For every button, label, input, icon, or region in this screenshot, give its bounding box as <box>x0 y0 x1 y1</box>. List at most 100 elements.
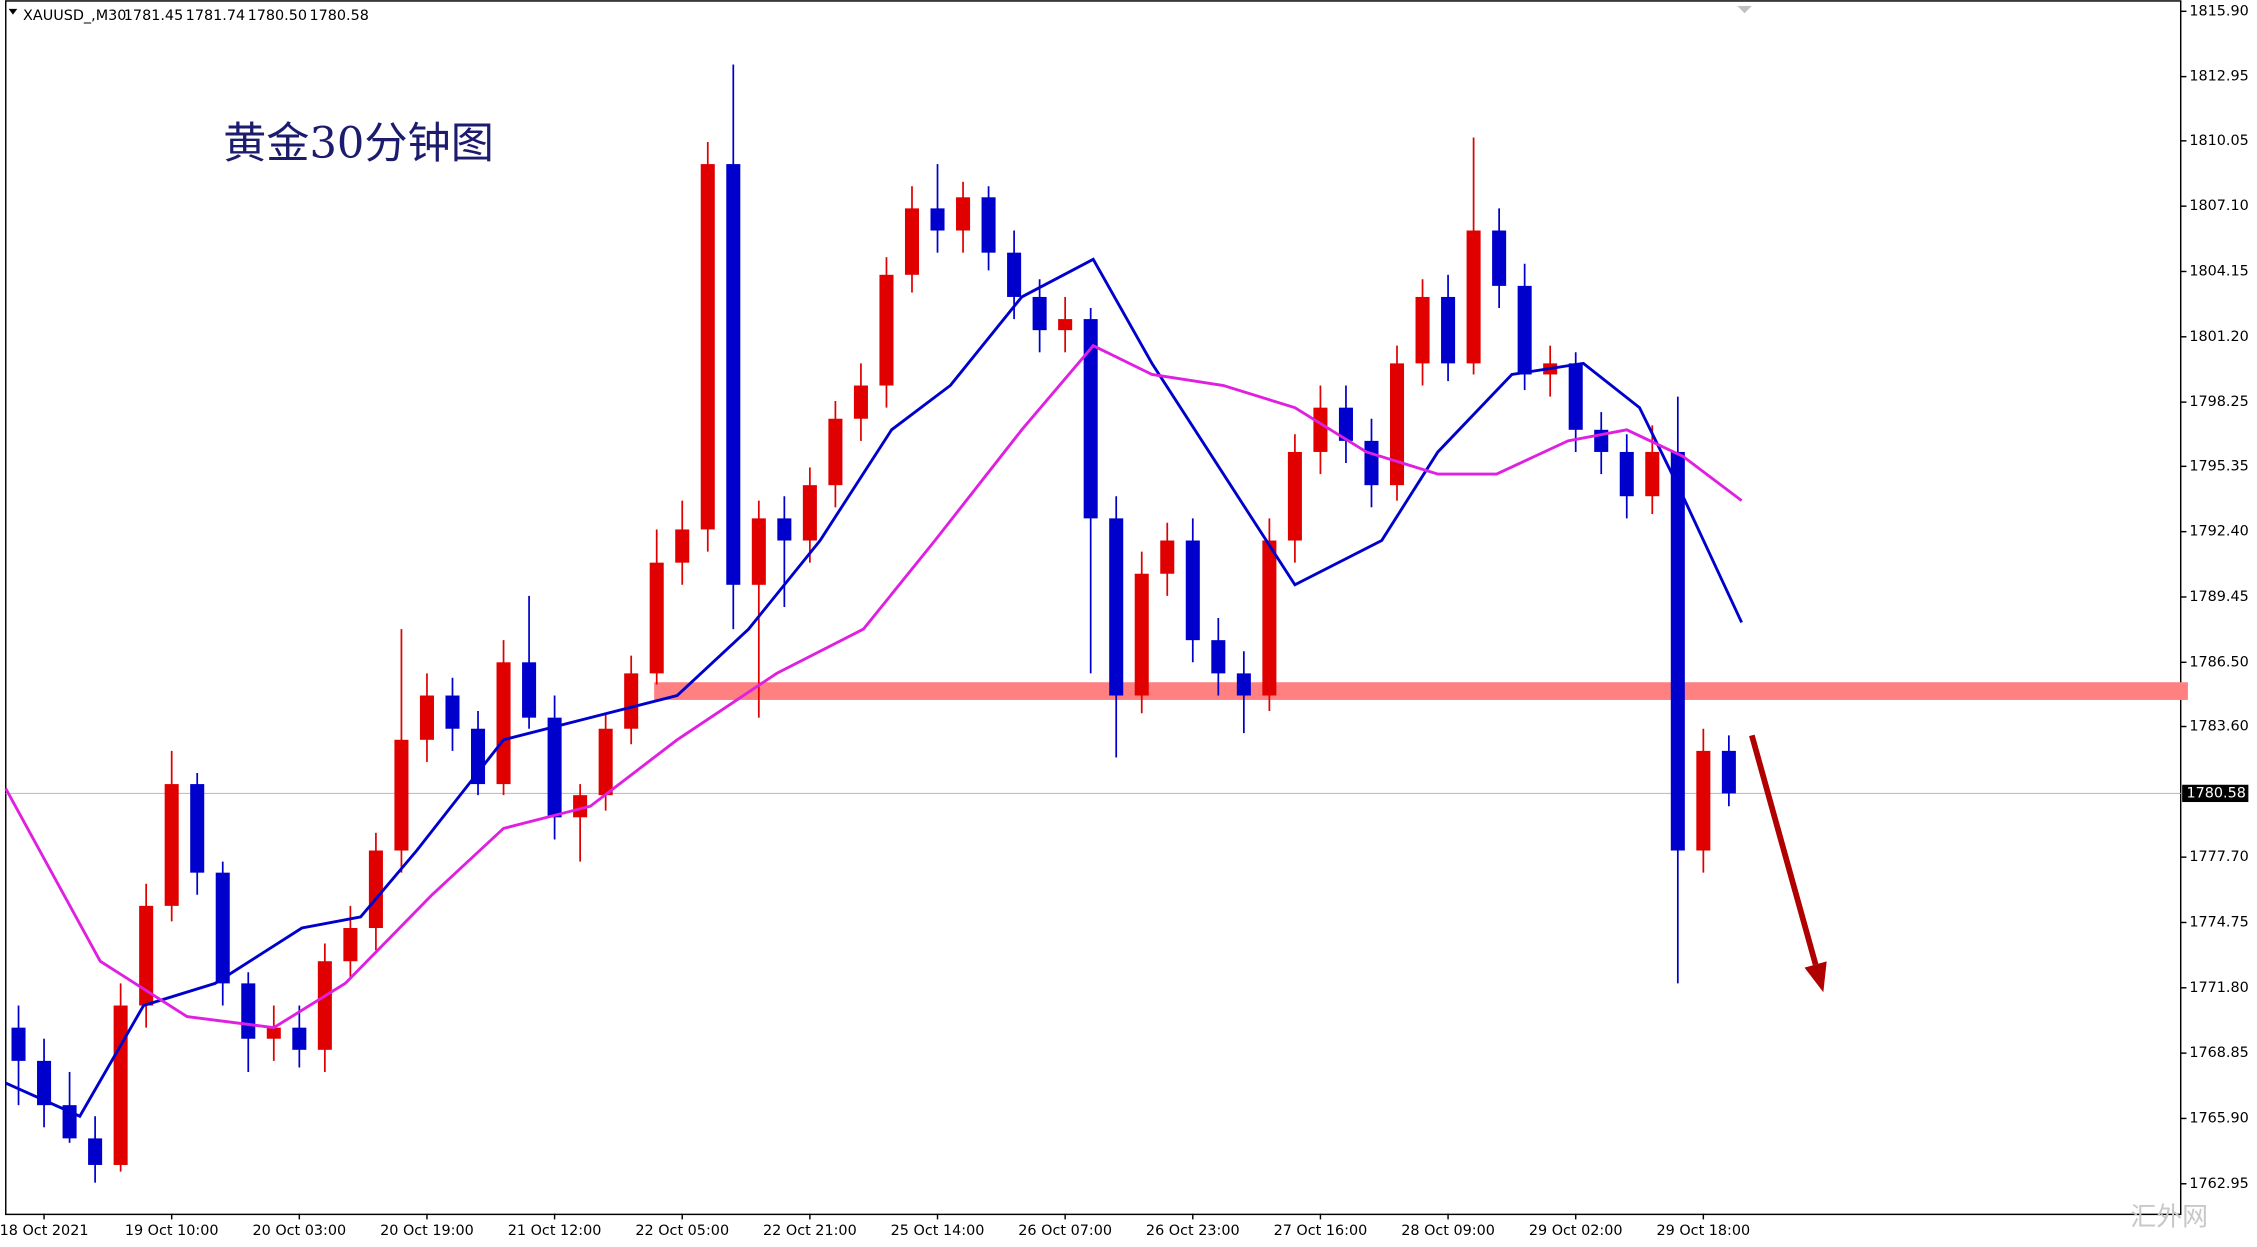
candle-body <box>139 905 154 1006</box>
candle-body <box>649 562 664 674</box>
candle-body <box>1364 440 1379 486</box>
candle-body <box>726 164 741 585</box>
x-tick-label: 18 Oct 2021 <box>0 1223 88 1239</box>
candle-body <box>1568 363 1583 430</box>
candle-body <box>266 1027 281 1039</box>
y-tick-label: 1783.60 <box>2189 719 2248 735</box>
x-tick-label: 26 Oct 23:00 <box>1146 1223 1240 1239</box>
candle-body <box>1696 750 1711 851</box>
candle-body <box>215 872 230 984</box>
candle-body <box>190 784 205 873</box>
x-tick-label: 22 Oct 21:00 <box>763 1223 857 1239</box>
symbol: XAUUSD_,M30 <box>23 8 126 24</box>
y-tick-label: 1801.20 <box>2189 329 2248 345</box>
x-tick-label: 25 Oct 14:00 <box>891 1223 985 1239</box>
x-tick-label: 27 Oct 16:00 <box>1274 1223 1368 1239</box>
candle-body <box>1032 296 1047 331</box>
candle-body <box>675 529 690 563</box>
ohlc-high: 1781.74 <box>186 8 245 24</box>
candle-body <box>956 197 971 231</box>
price-tag <box>2182 784 2249 803</box>
candle-body <box>343 928 358 962</box>
candle-body <box>904 208 920 275</box>
x-tick-label: 20 Oct 19:00 <box>380 1223 474 1239</box>
x-tick-label: 22 Oct 05:00 <box>635 1223 729 1239</box>
candle-body <box>368 850 383 929</box>
arrow-shaft <box>1749 734 1819 966</box>
candle-body <box>1058 319 1073 331</box>
candle-body <box>547 717 562 818</box>
candle-body <box>1415 296 1430 364</box>
candle-body <box>470 728 486 785</box>
candle-body <box>522 662 537 718</box>
scroll-marker <box>1737 5 1752 14</box>
y-tick-label: 1792.40 <box>2189 524 2248 540</box>
candle-body <box>751 518 766 585</box>
y-tick-label: 1762.95 <box>2189 1176 2248 1192</box>
candle-body <box>879 274 894 386</box>
candle-body <box>1441 296 1456 364</box>
candle-body <box>1619 451 1634 497</box>
candle-body <box>802 485 817 541</box>
x-tick-label: 19 Oct 10:00 <box>125 1223 219 1239</box>
candle-body <box>853 385 868 419</box>
candle-body <box>1313 407 1328 452</box>
x-tick-label: 21 Oct 12:00 <box>508 1223 602 1239</box>
y-tick-label: 1777.70 <box>2189 849 2248 865</box>
ohlc-close: 1780.58 <box>309 8 368 24</box>
candle-body <box>1670 451 1685 851</box>
chart-title: 黄金30分钟图 <box>223 119 494 169</box>
candle-body <box>241 983 256 1039</box>
candle-body <box>445 695 460 729</box>
x-tick-label: 20 Oct 03:00 <box>252 1223 346 1239</box>
candle-body <box>573 795 588 818</box>
candle-body <box>598 728 613 796</box>
candle-body <box>1211 640 1226 674</box>
x-tick-label: 29 Oct 18:00 <box>1656 1223 1750 1239</box>
candle-body <box>1466 230 1481 364</box>
candle-body <box>164 784 179 906</box>
y-tick-label: 1774.75 <box>2189 914 2248 930</box>
arrow-head <box>1804 961 1827 993</box>
candle-body <box>1492 230 1507 286</box>
candle-body <box>1338 407 1353 441</box>
candle-body <box>1109 518 1124 696</box>
candle-body <box>113 1005 128 1165</box>
candle-body <box>1262 540 1277 696</box>
candle-body <box>1236 673 1251 696</box>
candle-body <box>496 662 511 785</box>
moving-average <box>5 257 1743 1119</box>
price-tag-label: 1780.58 <box>2186 785 2245 801</box>
watermark: 汇外网 <box>2130 1202 2208 1232</box>
candle-body <box>1083 319 1098 519</box>
candle-body <box>1160 540 1175 574</box>
x-tick-label: 28 Oct 09:00 <box>1401 1223 1495 1239</box>
candle-body <box>419 695 434 740</box>
x-tick-label: 26 Oct 07:00 <box>1018 1223 1112 1239</box>
y-tick-label: 1765.90 <box>2189 1110 2248 1126</box>
candle-body <box>930 208 945 231</box>
candle-body <box>700 164 715 530</box>
candle-body <box>1517 285 1532 375</box>
candle-body <box>1645 451 1660 497</box>
y-tick-label: 1815.90 <box>2189 3 2248 19</box>
candle-body <box>1185 540 1200 641</box>
y-tick-label: 1810.05 <box>2189 133 2248 149</box>
x-tick-label: 29 Oct 02:00 <box>1529 1223 1623 1239</box>
y-tick-label: 1812.95 <box>2189 69 2248 85</box>
y-tick-label: 1789.45 <box>2189 589 2248 605</box>
ohlc-open: 1781.45 <box>124 8 183 24</box>
y-tick-label: 1798.25 <box>2189 394 2248 410</box>
menu-icon <box>8 8 18 15</box>
moving-average <box>4 343 1743 1030</box>
ohlc-low: 1780.50 <box>248 8 307 24</box>
y-tick-label: 1768.85 <box>2189 1045 2248 1061</box>
candle-body <box>1287 451 1302 541</box>
resistance-zone <box>654 682 2188 700</box>
y-tick-label: 1771.80 <box>2189 980 2248 996</box>
candle-body <box>394 739 409 851</box>
candle-body <box>88 1138 103 1165</box>
candle-body <box>37 1060 52 1106</box>
candle-body <box>317 961 332 1050</box>
